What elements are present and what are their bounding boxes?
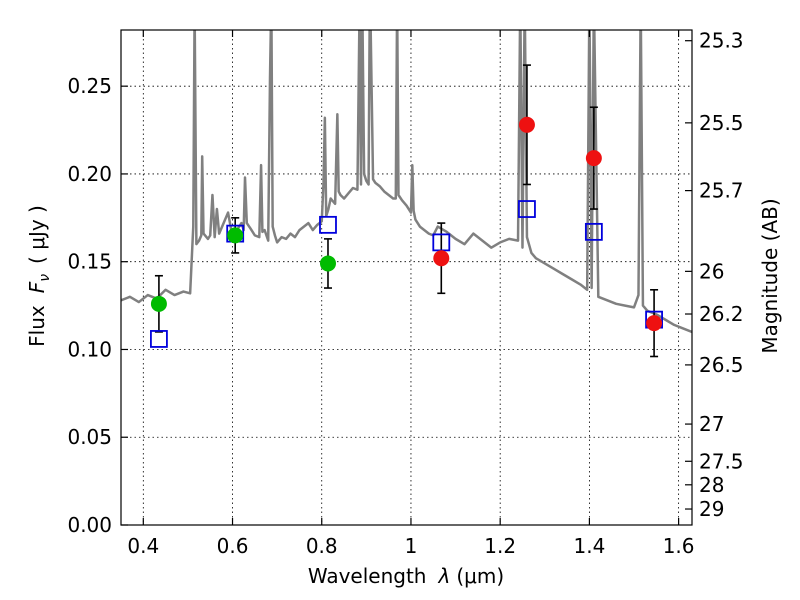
right-axis-label: Magnitude (AB)	[758, 198, 782, 353]
data-points	[150, 116, 663, 348]
x-tick-label: 0.4	[127, 534, 159, 558]
mag-tick-label: 26.5	[699, 353, 744, 377]
axis-ticks: 0.4 0.6 0.8 1 1.2 1.4 1.6 0.00 0.05 0.10 0.15 0.20 0…	[67, 29, 743, 558]
model-spectrum	[121, 30, 692, 334]
model-photometry-square	[584, 222, 603, 241]
mag-tick-label: 27.5	[699, 449, 744, 473]
plot-frame	[120, 29, 693, 526]
x-tick-label: 1.2	[484, 534, 516, 558]
y-tick-label: 0.25	[67, 74, 112, 98]
mag-tick-label: 25.7	[699, 179, 744, 203]
y-axis-label: FluxFν( μJy )	[25, 205, 53, 347]
observed-optical-point	[319, 255, 336, 272]
grid	[121, 30, 692, 526]
mag-tick-label: 25.3	[699, 29, 744, 53]
y-tick-label: 0.05	[67, 425, 112, 449]
observed-nir-point	[518, 116, 535, 133]
x-axis-label: Wavelength λ (μm)	[308, 564, 504, 588]
x-tick-label: 0.8	[306, 534, 338, 558]
x-tick-label: 1	[405, 534, 418, 558]
mag-tick-label: 25.5	[699, 111, 744, 135]
mag-tick-label: 26	[699, 259, 724, 283]
mag-tick-label: 26.2	[699, 302, 744, 326]
mag-tick-label: 29	[699, 497, 724, 521]
model-photometry-square	[319, 215, 337, 234]
observed-nir-point	[433, 250, 450, 267]
observed-nir-point	[585, 150, 602, 167]
observed-nir-point	[646, 315, 663, 332]
x-tick-label: 0.6	[217, 534, 249, 558]
y-tick-label: 0.20	[67, 162, 112, 186]
mag-tick-label: 28	[699, 473, 724, 497]
model-photometry-square	[150, 330, 168, 348]
model-photometry-square	[518, 200, 536, 218]
spectrum-line	[121, 30, 692, 334]
observed-optical-point	[227, 227, 244, 244]
y-tick-label: 0.00	[67, 513, 112, 537]
y-tick-label: 0.15	[67, 250, 112, 274]
y-tick-label: 0.10	[67, 337, 112, 361]
x-tick-label: 1.6	[663, 534, 695, 558]
observed-optical-point	[150, 295, 167, 312]
mag-tick-label: 27	[699, 412, 724, 436]
x-tick-label: 1.4	[573, 534, 605, 558]
